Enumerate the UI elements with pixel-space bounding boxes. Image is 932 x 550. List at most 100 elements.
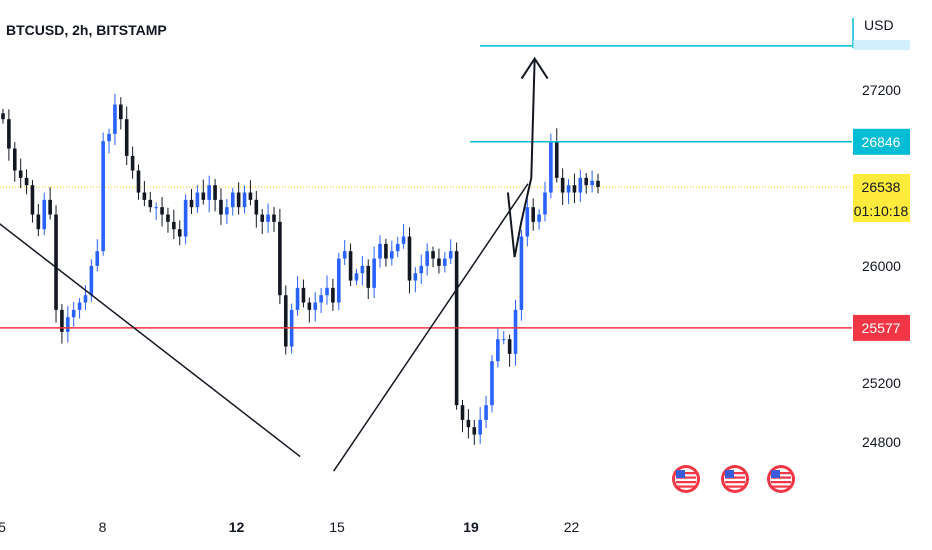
levels-layer: [0, 45, 852, 329]
currency-label: USD: [864, 17, 894, 33]
candle: [272, 206, 276, 232]
candle: [42, 192, 47, 236]
candle: [113, 93, 117, 146]
us-flag-icon[interactable]: [672, 465, 700, 493]
price-badge: 25577: [853, 314, 910, 341]
candle: [513, 299, 518, 366]
candle: [531, 198, 535, 231]
candle: [325, 275, 329, 305]
candle: [77, 297, 82, 319]
candles-layer: [1, 93, 600, 445]
candle: [230, 187, 235, 216]
candle: [301, 279, 306, 308]
projection-path[interactable]: [506, 60, 536, 258]
candle: [466, 409, 471, 439]
candle: [266, 203, 270, 233]
candle: [360, 256, 365, 286]
candle: [590, 170, 594, 193]
candle: [596, 173, 600, 194]
candle: [519, 229, 524, 321]
candle: [460, 399, 465, 433]
candle: [183, 194, 188, 245]
x-tick-label: 22: [564, 519, 580, 535]
candle: [48, 187, 52, 220]
candle: [124, 106, 129, 166]
candle: [572, 173, 577, 203]
candle: [378, 235, 382, 268]
candle: [354, 268, 359, 285]
candle: [443, 251, 447, 273]
candle: [525, 195, 530, 247]
candle: [366, 259, 371, 300]
price-axis[interactable]: USD 27200 26000 25200 24800 26846 25577 26538…: [852, 17, 910, 450]
candle: [136, 164, 141, 200]
candle: [12, 142, 17, 182]
candle: [372, 246, 376, 298]
time-axis[interactable]: 5 8 12 15 19 22: [0, 519, 579, 535]
candle: [401, 223, 406, 249]
candle: [278, 208, 282, 305]
candle: [177, 220, 182, 246]
candle: [260, 208, 265, 234]
candle: [478, 407, 482, 444]
candle: [1, 108, 5, 124]
candle: [54, 205, 58, 323]
candle: [119, 97, 123, 130]
candle: [584, 173, 589, 194]
candle: [95, 239, 100, 272]
candle: [413, 267, 418, 293]
trendline[interactable]: [333, 183, 529, 472]
candle: [195, 185, 200, 213]
candle: [248, 180, 253, 206]
candle: [225, 198, 229, 224]
candle: [425, 243, 429, 276]
y-tick-label: 26000: [862, 258, 901, 274]
candle: [407, 227, 412, 294]
x-tick-label: 12: [229, 519, 245, 535]
candle: [496, 327, 500, 368]
candle: [66, 305, 70, 343]
candle: [490, 355, 494, 413]
candle: [166, 207, 170, 233]
candle: [307, 297, 312, 323]
x-tick-label: 15: [329, 519, 345, 535]
events-layer: [672, 465, 795, 493]
candle: [283, 285, 288, 355]
candle: [201, 179, 206, 205]
candle: [554, 128, 559, 183]
candle: [431, 246, 435, 268]
candle: [254, 190, 259, 228]
trendline[interactable]: [0, 119, 301, 458]
candle: [36, 203, 41, 237]
candle: [454, 242, 459, 410]
candle: [313, 292, 318, 322]
candle: [472, 419, 477, 445]
candle: [336, 252, 341, 311]
candle: [342, 240, 347, 265]
candle: [60, 304, 64, 344]
candle: [207, 175, 211, 213]
candle: [213, 179, 217, 212]
candle: [18, 158, 23, 188]
candle: [348, 243, 353, 286]
candle: [148, 191, 153, 213]
svg-text:25577: 25577: [862, 320, 901, 336]
us-flag-icon[interactable]: [721, 465, 749, 493]
candle: [419, 254, 424, 284]
candle: [160, 197, 164, 227]
us-flag-icon[interactable]: [767, 465, 795, 493]
candle: [543, 181, 547, 222]
svg-text:26846: 26846: [862, 134, 901, 150]
candle: [142, 181, 147, 207]
y-tick-label: 25200: [862, 375, 901, 391]
candle: [107, 128, 111, 154]
candle: [390, 240, 394, 266]
candle: [566, 179, 571, 204]
candle: [7, 109, 11, 161]
candle: [295, 276, 300, 316]
candle: [560, 168, 565, 205]
candle: [30, 180, 35, 223]
y-tick-label: 24800: [862, 434, 901, 450]
candle: [319, 288, 323, 314]
